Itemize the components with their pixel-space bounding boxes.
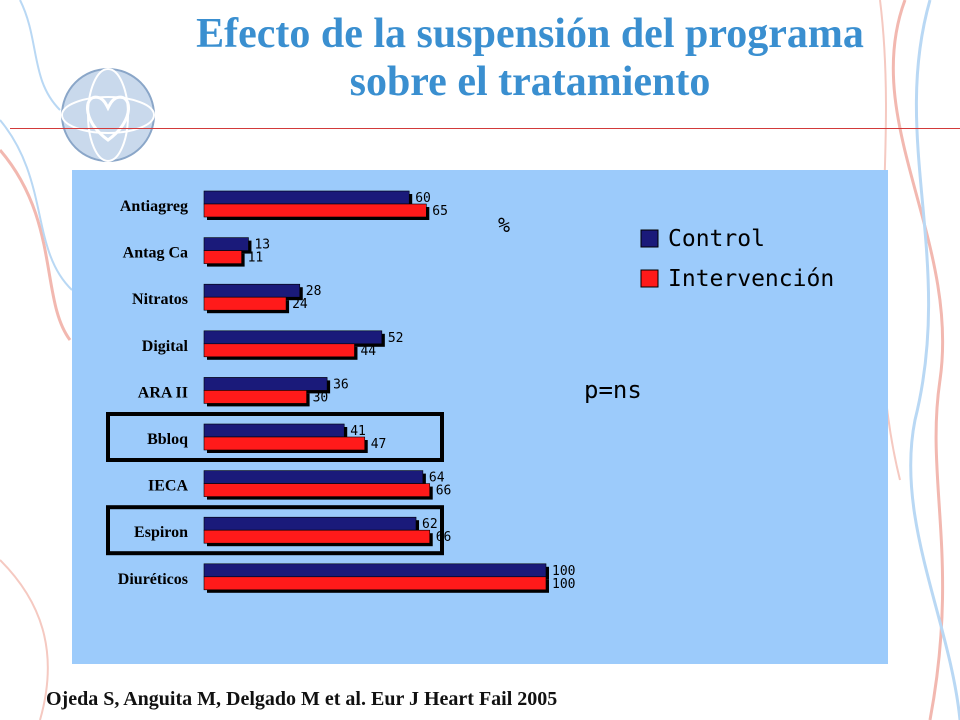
bar-control: [203, 516, 417, 531]
bar-intervencion: [203, 576, 547, 591]
bar-intervencion: [203, 203, 427, 218]
bar-intervencion: [203, 436, 366, 451]
decor-swirl: [909, 0, 960, 720]
legend-swatch: [640, 229, 659, 248]
category-label: Antag Ca: [123, 245, 188, 262]
bar-intervencion: [203, 529, 431, 544]
unit-label: %: [498, 213, 510, 237]
value-label: 30: [313, 390, 329, 405]
bar-control: [203, 423, 345, 438]
category-label: Espiron: [134, 524, 188, 541]
category-label: Antiagreg: [120, 198, 188, 215]
category-label: IECA: [148, 478, 188, 495]
bar-control: [203, 190, 410, 205]
highlight-box: [106, 412, 444, 462]
bar-control: [203, 237, 249, 251]
value-label: 28: [306, 284, 322, 299]
value-label: 66: [436, 484, 452, 499]
legend-label: Control: [668, 226, 765, 252]
value-label: 11: [248, 251, 264, 266]
value-label: 36: [333, 377, 349, 392]
legend-label: Intervención: [668, 266, 834, 292]
value-label: 44: [360, 344, 376, 359]
bar-intervencion: [203, 343, 355, 358]
category-label: Diuréticos: [118, 571, 188, 588]
bar-control: [203, 470, 424, 484]
bar-intervencion: [203, 483, 431, 497]
value-label: 100: [552, 577, 575, 592]
decor-swirl: [0, 149, 72, 341]
value-label: 100: [552, 564, 575, 579]
category-label: ARA II: [138, 384, 188, 401]
bar-control: [203, 330, 383, 345]
page-title: Efecto de la suspensión del programa sob…: [130, 10, 930, 106]
bar-control: [203, 563, 547, 578]
bar-control: [203, 283, 301, 298]
value-label: 13: [254, 238, 270, 253]
title-divider: [10, 128, 960, 129]
logo-globe-icon: [61, 68, 155, 162]
category-label: Digital: [142, 338, 189, 355]
bar-intervencion: [203, 250, 242, 264]
value-label: 65: [432, 204, 448, 219]
decor-swirl: [0, 119, 73, 291]
value-label: 24: [292, 297, 308, 312]
category-label: Nitratos: [132, 291, 188, 308]
decor-swirl: [891, 0, 945, 720]
decor-swirl: [0, 559, 49, 720]
category-label: Bbloq: [147, 431, 188, 448]
value-label: 66: [436, 530, 452, 545]
bar-intervencion: [203, 390, 307, 404]
highlight-box: [106, 505, 444, 556]
value-label: 62: [422, 517, 438, 532]
value-label: 60: [415, 191, 431, 206]
title-line-2: sobre el tratamiento: [349, 59, 711, 105]
citation: Ojeda S, Anguita M, Delgado M et al. Eur…: [46, 688, 558, 710]
decor-swirl: [19, 0, 61, 111]
chart-panel: Antiagreg 60 65 Antag Ca 13 11 Nitratos 28 24 Dig…: [72, 170, 888, 664]
value-label: 64: [429, 471, 445, 486]
title-line-1: Efecto de la suspensión del programa: [196, 11, 864, 57]
legend-swatch: [640, 269, 659, 288]
value-label: 47: [371, 437, 387, 452]
value-label: 41: [350, 424, 366, 439]
bar-control: [203, 377, 328, 391]
bar-intervencion: [203, 296, 287, 311]
p-value-annotation: p=ns: [584, 376, 642, 404]
value-label: 52: [388, 331, 404, 346]
